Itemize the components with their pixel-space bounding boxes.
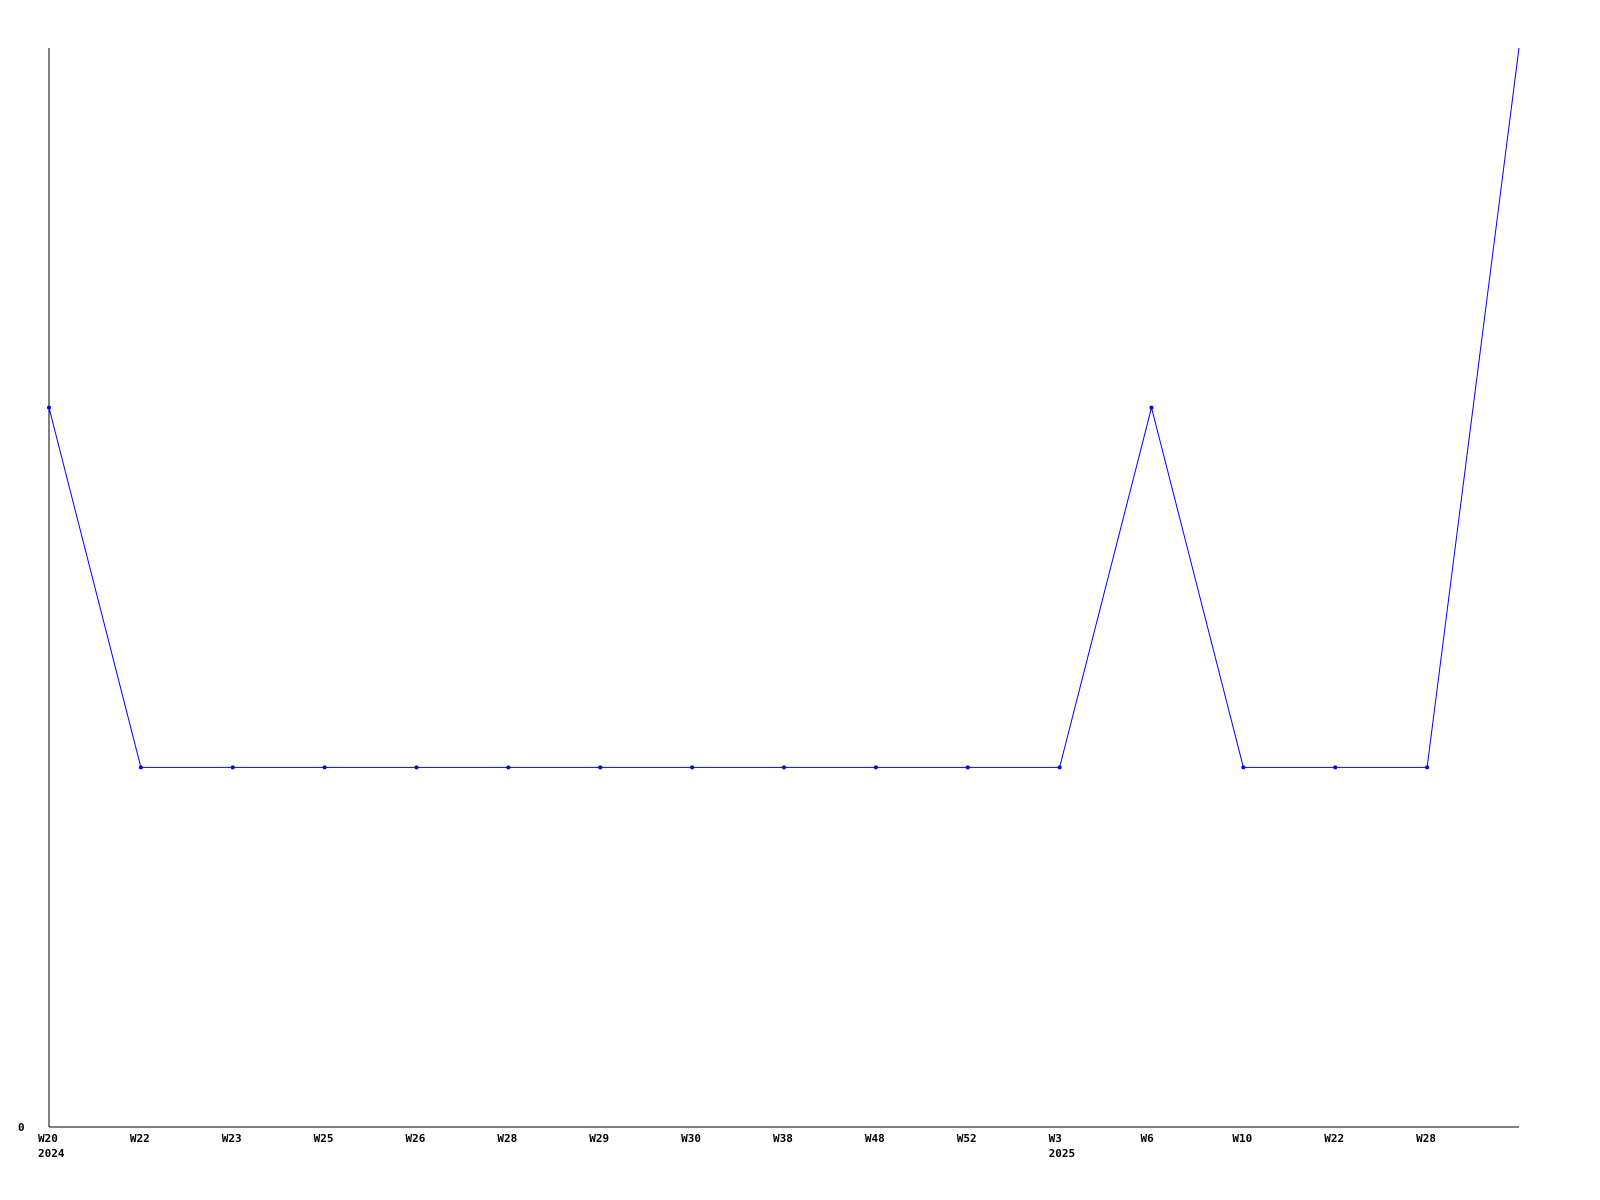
- data-point: [598, 765, 603, 770]
- x-tick-label: W22: [1324, 1132, 1344, 1145]
- x-tick-label: W10: [1232, 1132, 1252, 1145]
- x-tick-label: W22: [130, 1132, 150, 1145]
- data-point: [138, 765, 143, 770]
- data-point: [322, 765, 327, 770]
- data-point: [47, 405, 51, 410]
- x-tick-label: W52: [957, 1132, 977, 1145]
- x-tick-label: W23: [222, 1132, 242, 1145]
- data-point: [690, 765, 695, 770]
- data-point: [782, 765, 786, 770]
- x-tick-label: W30: [681, 1132, 701, 1145]
- x-tick-label: W48: [865, 1132, 885, 1145]
- data-point: [230, 765, 235, 770]
- x-tick-label: W28: [497, 1132, 517, 1145]
- x-tick-label: W29: [589, 1132, 609, 1145]
- x-tick-label: W6: [1141, 1132, 1155, 1145]
- y-tick-label: 0: [18, 1121, 25, 1134]
- x-tick-label: W3: [1049, 1132, 1062, 1145]
- data-point: [1057, 765, 1062, 770]
- data-point: [414, 765, 419, 770]
- x-tick-label: W20: [38, 1132, 58, 1145]
- data-point: [506, 765, 511, 770]
- data-point: [965, 765, 970, 770]
- data-point: [1333, 765, 1338, 770]
- series-line: [48, 47, 1520, 768]
- x-year-label: 2025: [1049, 1147, 1076, 1160]
- x-tick-label: W25: [314, 1132, 334, 1145]
- x-tick-label: W38: [773, 1132, 793, 1145]
- data-point: [1425, 765, 1430, 770]
- x-tick-label: W26: [406, 1132, 426, 1145]
- data-point: [1149, 405, 1154, 410]
- data-point: [873, 765, 878, 770]
- x-year-label: 2024: [38, 1147, 65, 1160]
- data-point: [1241, 765, 1246, 770]
- x-tick-label: W28: [1416, 1132, 1436, 1145]
